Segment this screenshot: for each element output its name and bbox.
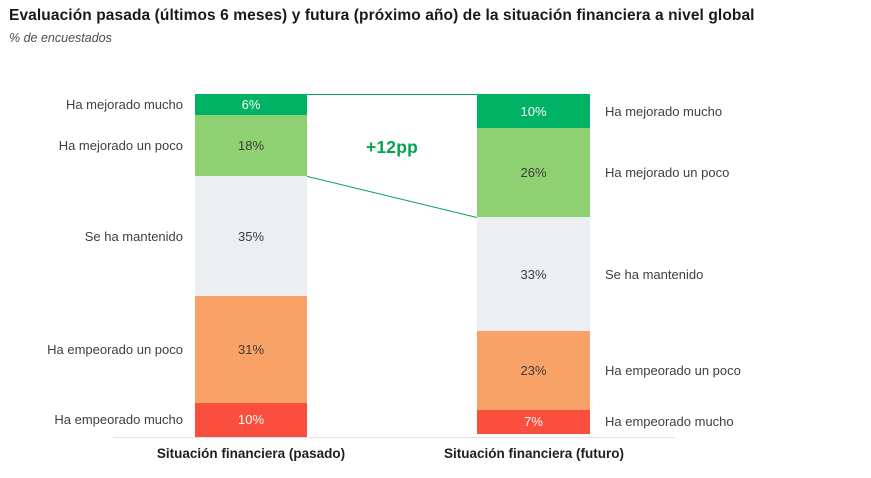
segment-name-label: Ha mejorado un poco xyxy=(58,137,183,153)
bar-segment-ha-empeorado-mucho: 10% xyxy=(195,402,307,437)
delta-annotation: +12pp xyxy=(365,137,419,157)
segment-name-label: Se ha mantenido xyxy=(84,228,183,244)
bar-segment-ha-mejorado-un-poco: 18% xyxy=(195,114,307,177)
bar-segment-ha-empeorado-mucho: 7% xyxy=(477,409,590,434)
segment-value-label: 35% xyxy=(237,228,265,244)
segment-value-label: 33% xyxy=(520,266,547,282)
segment-labels-left: Ha mejorado mucho Ha mejorado un poco Se h… xyxy=(0,94,183,437)
connector-line-diagonal xyxy=(307,175,477,218)
bar-segment-ha-mejorado-mucho: 6% xyxy=(195,94,307,115)
bar-segment-se-ha-mantenido: 35% xyxy=(195,176,307,297)
segment-name-label: Ha mejorado un poco xyxy=(605,165,730,181)
segment-labels-right: Ha mejorado mucho Ha mejorado un poco Se h… xyxy=(605,94,871,437)
bar-segment-ha-empeorado-un-poco: 31% xyxy=(195,296,307,403)
stacked-bar-future: 10% 26% 33% 23% 7% xyxy=(477,94,590,437)
bar-segment-ha-empeorado-un-poco: 23% xyxy=(477,330,590,410)
segment-value-label: 10% xyxy=(520,103,547,119)
segment-name-label: Ha empeorado mucho xyxy=(54,412,183,428)
segment-value-label: 18% xyxy=(237,137,265,153)
segment-name-label: Se ha mantenido xyxy=(605,266,704,282)
bar-segment-se-ha-mantenido: 33% xyxy=(477,217,590,331)
segment-value-label: 23% xyxy=(520,362,547,378)
segment-value-label: 26% xyxy=(520,165,547,181)
x-axis-label-past: Situación financiera (pasado) xyxy=(156,446,346,461)
stacked-bar-past: 6% 18% 35% 31% 10% xyxy=(195,94,307,437)
segment-name-label: Ha empeorado un poco xyxy=(605,362,741,378)
chart-title: Evaluación pasada (últimos 6 meses) y fu… xyxy=(9,7,755,24)
x-axis-baseline xyxy=(113,437,675,438)
segment-value-label: 7% xyxy=(524,414,543,430)
segment-value-label: 31% xyxy=(237,342,265,358)
chart-subtitle: % de encuestados xyxy=(9,31,112,45)
segment-value-label: 10% xyxy=(237,412,265,428)
segment-value-label: 6% xyxy=(241,96,261,112)
plot-area: Ha mejorado mucho Ha mejorado un poco Se h… xyxy=(0,94,871,437)
segment-name-label: Ha mejorado mucho xyxy=(605,103,723,119)
segment-name-label: Ha empeorado un poco xyxy=(47,342,183,358)
segment-name-label: Ha mejorado mucho xyxy=(65,96,183,112)
connector-svg xyxy=(307,94,477,218)
bar-segment-ha-mejorado-mucho: 10% xyxy=(477,94,590,129)
segment-name-label: Ha empeorado mucho xyxy=(605,414,734,430)
bar-segment-ha-mejorado-un-poco: 26% xyxy=(477,128,590,218)
x-axis-label-future: Situación financiera (futuro) xyxy=(443,446,625,461)
